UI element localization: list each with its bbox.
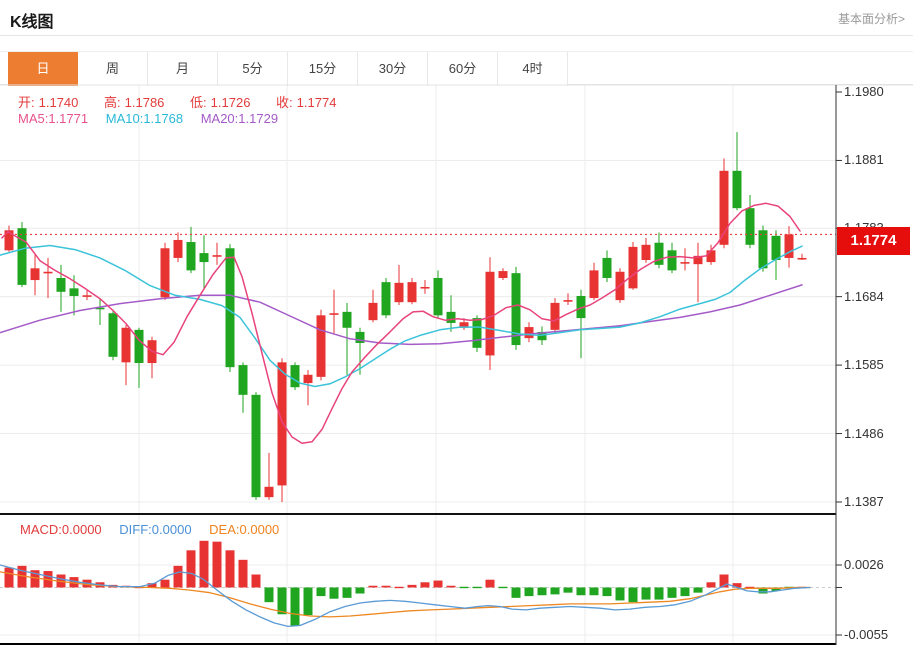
macd-tick--0.0055: -0.0055	[844, 627, 889, 642]
low-value: 1.1726	[210, 95, 251, 110]
tab-周[interactable]: 周	[78, 52, 148, 86]
price-tick-1.1387: 1.1387	[844, 494, 884, 509]
tab-60分[interactable]: 60分	[428, 52, 498, 86]
page-title: K线图	[10, 14, 54, 31]
tab-日[interactable]: 日	[8, 52, 78, 86]
ma5-value: 1.1771	[48, 111, 89, 126]
ma10-label: MA10:	[105, 111, 144, 126]
high-label: 高:	[104, 95, 121, 110]
price-tick-1.1980: 1.1980	[844, 84, 884, 99]
diff-label: DIFF:	[119, 522, 152, 537]
tab-30分[interactable]: 30分	[358, 52, 428, 86]
macd-value: 0.0000	[61, 522, 102, 537]
macd-readout: MACD:0.0000 DIFF:0.0000 DEA:0.0000	[20, 522, 279, 537]
ma10-value: 1.1768	[143, 111, 184, 126]
dea-label: DEA:	[209, 522, 240, 537]
tab-5分[interactable]: 5分	[218, 52, 288, 86]
close-value: 1.1774	[296, 95, 337, 110]
diff-value: 0.0000	[151, 522, 192, 537]
tab-15分[interactable]: 15分	[288, 52, 358, 86]
tab-4时[interactable]: 4时	[498, 52, 568, 86]
ohlc-readout: 开: 1.1740 高: 1.1786 低: 1.1726 收: 1.1774	[18, 92, 340, 111]
price-tick-1.1486: 1.1486	[844, 425, 884, 441]
header-divider	[0, 35, 913, 36]
tab-月[interactable]: 月	[148, 52, 218, 86]
macd-tick-0.0026: 0.0026	[844, 557, 884, 572]
fundamental-analysis-link[interactable]: 基本面分析>	[837, 12, 905, 26]
open-value: 1.1740	[38, 95, 79, 110]
current-price-tag: 1.1774	[837, 227, 910, 256]
low-label: 低:	[190, 95, 207, 110]
ma20-label: MA20:	[200, 111, 239, 126]
open-label: 开:	[18, 95, 35, 110]
price-tick-1.1585: 1.1585	[844, 357, 884, 373]
dea-value: 0.0000	[239, 522, 280, 537]
close-label: 收:	[276, 95, 293, 110]
price-tick-1.1881: 1.1881	[844, 152, 884, 168]
high-value: 1.1786	[124, 95, 165, 110]
macd-label: MACD:	[20, 522, 62, 537]
interval-tab-bar: 日周月 5分 15分 30分 60分 4时	[0, 51, 913, 86]
price-tick-1.1684: 1.1684	[844, 288, 884, 304]
ma20-value: 1.1729	[238, 111, 279, 126]
ma-readout: MA5:1.1771 MA10:1.1768 MA20:1.1729	[18, 111, 278, 126]
ma5-label: MA5:	[18, 111, 49, 126]
